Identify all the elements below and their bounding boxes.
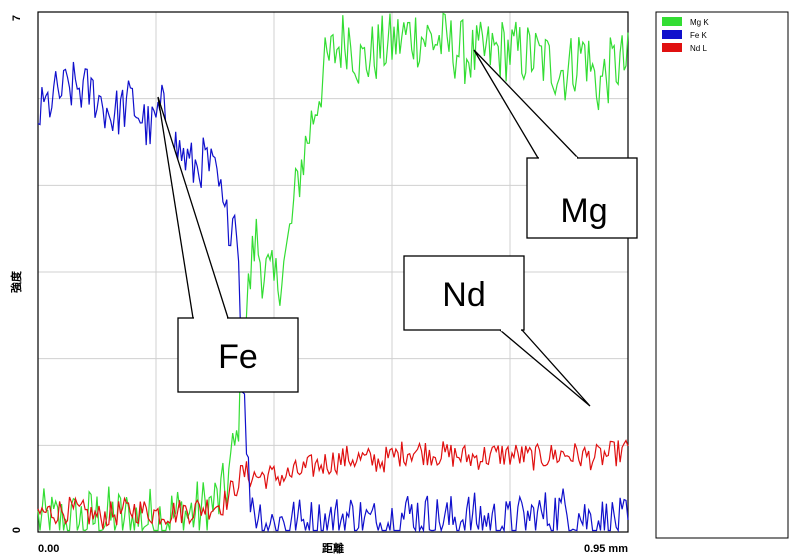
x-axis-label: 距離 [322,541,344,555]
legend-entry-mg: Mg K [690,18,709,27]
y-tick-label-min: 0 [11,527,23,533]
legend-swatch-fe [662,30,682,39]
callout-fe-box [177,317,299,393]
callout-mg: Mg [473,49,638,239]
series-line-mg-k [37,12,629,533]
callout-fe: Fe [157,96,299,393]
callout-nd-box [403,255,525,331]
callout-mg-box [526,157,638,239]
legend-swatch-nd [662,43,682,52]
legend-swatch-mg [662,17,682,26]
legend-entry-fe: Fe K [690,31,708,40]
callout-nd-text: Nd [442,276,485,314]
legend: Mg K Fe K Nd L [655,11,789,539]
callout-mg-text: Mg [560,192,607,230]
x-tick-label-max: 0.95 mm [584,543,628,555]
y-axis-label: 強度 [9,270,23,293]
x-tick-label-min: 0.00 [38,543,59,555]
legend-entry-nd: Nd L [690,44,707,53]
y-tick-label-max: 7 [11,15,23,21]
series-layer [37,12,629,533]
callout-nd: Nd [403,255,591,407]
plot-frame [37,11,629,533]
series-line-fe-k [37,61,629,533]
series-line-nd-l [37,439,629,530]
callout-fe-text: Fe [218,338,258,376]
legend-frame [655,11,789,539]
